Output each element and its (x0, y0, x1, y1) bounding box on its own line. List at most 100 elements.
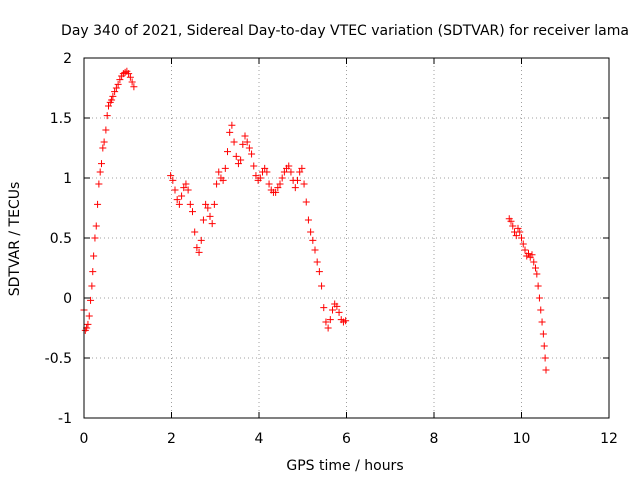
data-point (167, 172, 175, 180)
series-segment-2 (167, 121, 350, 332)
data-point (241, 132, 249, 140)
data-point (98, 160, 105, 168)
data-point (263, 168, 271, 176)
data-point (232, 152, 240, 160)
data-point (311, 246, 319, 254)
x-tick-label: 2 (167, 431, 176, 447)
x-tick-label: 10 (513, 431, 531, 447)
data-point (206, 212, 214, 220)
data-point (204, 204, 212, 212)
data-point (322, 318, 330, 326)
data-point (256, 174, 264, 182)
data-point (88, 282, 96, 290)
data-points (80, 67, 550, 374)
data-point (318, 282, 326, 290)
data-point (221, 164, 229, 172)
chart-title: Day 340 of 2021, Sidereal Day-to-day VTE… (61, 23, 629, 39)
data-point (304, 216, 312, 224)
data-point (208, 220, 216, 228)
data-point (85, 312, 93, 320)
data-point (226, 128, 234, 136)
data-point (307, 228, 315, 236)
data-point (111, 88, 119, 96)
data-point (516, 228, 524, 236)
data-point (96, 168, 104, 176)
data-point (512, 232, 520, 240)
data-point (228, 121, 236, 129)
data-point (518, 234, 525, 242)
y-tick-label: 2 (63, 51, 72, 67)
data-point (294, 176, 301, 184)
data-point (102, 126, 110, 134)
data-point (532, 264, 539, 272)
data-point (84, 320, 92, 328)
data-point (537, 306, 545, 314)
data-point (534, 282, 542, 290)
data-point (99, 144, 107, 152)
data-point (112, 84, 120, 92)
data-point (128, 78, 136, 86)
data-point (326, 316, 334, 324)
data-point (121, 68, 129, 76)
data-point (109, 92, 117, 100)
data-point (116, 76, 124, 84)
data-point (92, 222, 100, 230)
data-point (514, 224, 522, 232)
data-point (528, 251, 536, 259)
data-point (184, 186, 192, 194)
data-point (210, 200, 218, 208)
data-point (530, 258, 538, 266)
data-point (87, 296, 95, 304)
data-point (202, 200, 210, 208)
data-point (265, 180, 273, 188)
y-axis-label: SDTVAR / TECUs (7, 182, 23, 297)
data-point (333, 302, 341, 310)
x-tick-label: 4 (255, 431, 264, 447)
y-tick-label: 1 (63, 171, 72, 187)
data-point (285, 162, 293, 170)
data-point (533, 270, 541, 278)
y-tick-label: 0.5 (50, 231, 72, 247)
y-tick-label: -1 (58, 411, 72, 427)
data-point (234, 160, 242, 168)
data-point (309, 236, 317, 244)
data-point (315, 268, 323, 276)
y-tick-label: 0 (63, 291, 72, 307)
data-point (189, 208, 196, 216)
x-tick-label: 6 (342, 431, 351, 447)
data-point (103, 112, 111, 120)
data-point (525, 250, 532, 258)
tick-labels: 0 2 4 6 8 10 12 -1 -0.5 0 0.5 1 1.5 2 (45, 51, 618, 447)
data-point (105, 102, 112, 110)
data-point (182, 180, 190, 188)
data-point (224, 148, 231, 156)
data-point (274, 184, 282, 192)
data-point (195, 248, 203, 256)
data-point (252, 172, 260, 180)
data-point (169, 176, 177, 184)
data-point (125, 70, 133, 78)
data-point (538, 318, 546, 326)
data-point (215, 168, 223, 176)
data-point (300, 180, 308, 188)
data-point (193, 244, 201, 252)
data-point (237, 156, 245, 164)
data-point (324, 324, 332, 332)
data-point (191, 228, 199, 236)
data-point (175, 200, 183, 208)
data-point (535, 294, 543, 302)
data-point (171, 186, 179, 194)
data-point (272, 188, 280, 196)
x-tick-label: 12 (600, 431, 618, 447)
grid-lines (84, 58, 609, 418)
data-point (287, 168, 295, 176)
data-point (298, 164, 306, 172)
data-point (178, 192, 186, 200)
data-point (89, 268, 97, 276)
x-axis-label: GPS time / hours (286, 458, 403, 474)
data-point (173, 196, 181, 204)
data-point (114, 80, 122, 88)
data-point (100, 138, 108, 146)
data-point (519, 240, 527, 248)
data-point (541, 354, 549, 362)
